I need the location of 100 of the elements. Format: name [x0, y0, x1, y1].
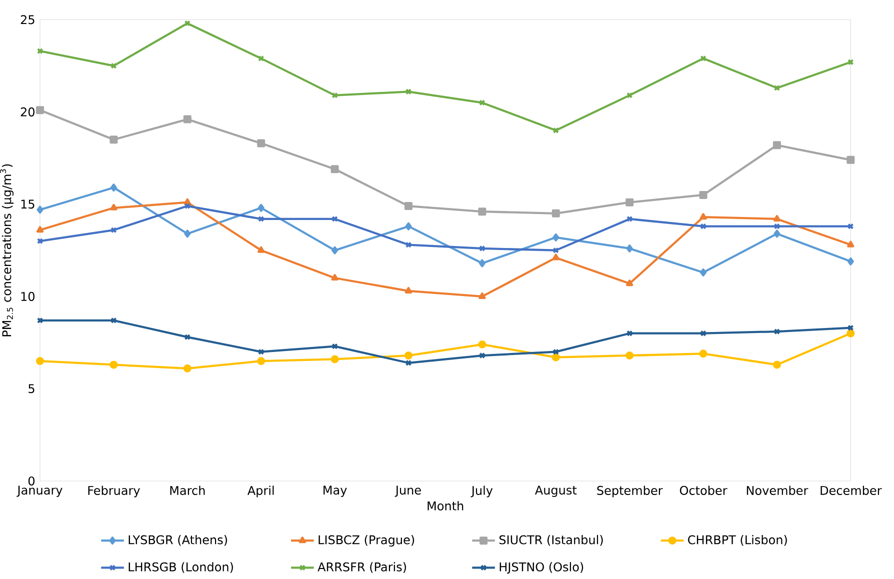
y-tick-label: 5 [28, 384, 34, 394]
point [183, 364, 192, 372]
point [479, 352, 486, 359]
point [258, 204, 264, 212]
point [552, 233, 560, 242]
point [110, 226, 117, 234]
point [847, 257, 854, 266]
point [405, 360, 412, 366]
point [773, 214, 781, 222]
point [847, 240, 854, 248]
point [774, 328, 780, 335]
y-tick-label: 0 [28, 476, 34, 486]
point [479, 245, 486, 252]
point [332, 92, 338, 98]
point [626, 198, 634, 206]
x-tick-label: December [820, 486, 882, 495]
point [36, 206, 44, 214]
x-tick-label: April [247, 486, 274, 498]
point [700, 330, 706, 337]
x-tick-label: September [597, 486, 663, 498]
point [110, 62, 117, 69]
point [36, 357, 44, 366]
point [331, 274, 338, 281]
point [330, 165, 339, 174]
point [36, 106, 44, 114]
point [478, 259, 486, 268]
point [183, 115, 192, 124]
x-tick-label: October [680, 486, 728, 495]
point [332, 343, 338, 350]
x-tick-label: February [88, 486, 140, 498]
point [774, 223, 780, 230]
x-tick-label: January [16, 486, 62, 497]
point [258, 216, 264, 222]
point [330, 355, 339, 364]
point [626, 330, 633, 337]
point [404, 202, 412, 210]
point [774, 230, 780, 238]
x-tick-label: November [746, 486, 808, 495]
x-tick-label: June [394, 486, 421, 497]
legend-label: HJSTNO (Oslo) [500, 562, 584, 574]
point [552, 254, 560, 260]
legend-label: LISBCZ (Prague) [318, 535, 414, 547]
point [552, 353, 560, 362]
point [257, 139, 266, 148]
y-tick-label: 10 [21, 292, 34, 301]
point [332, 246, 338, 254]
point [110, 360, 118, 369]
point [552, 209, 560, 218]
point [552, 127, 560, 134]
point [700, 55, 706, 62]
point [257, 357, 266, 366]
point [700, 213, 707, 220]
x-tick-label: August [534, 486, 577, 497]
legend-label: SIUCTR (Istanbul) [499, 535, 603, 546]
point [552, 247, 560, 254]
x-tick-label: May [324, 486, 347, 497]
point [258, 348, 264, 355]
point [184, 334, 191, 340]
point [699, 350, 708, 358]
point [110, 204, 118, 210]
point [846, 156, 855, 164]
point [626, 244, 633, 252]
legend-label: LYSBGR (Athens) [128, 535, 228, 546]
point [110, 136, 118, 144]
point [626, 92, 633, 98]
x-tick-label: March [170, 486, 205, 495]
y-axis-title: PM$_{2.5}$ concentrations (µg/m$^{3}$) [0, 164, 14, 336]
point [405, 222, 412, 230]
x-tick-label: July [470, 486, 493, 498]
point [110, 184, 117, 192]
legend-label: LHRSGB (London) [128, 562, 233, 573]
y-tick-label: 20 [20, 107, 34, 116]
point [258, 55, 264, 62]
point [772, 141, 781, 150]
point [332, 216, 338, 222]
point [184, 20, 191, 27]
point [257, 246, 265, 253]
point [478, 340, 486, 348]
point [700, 223, 706, 230]
legend-label: CHRBPT (Lisbon) [688, 535, 787, 546]
point [699, 190, 708, 199]
point [772, 360, 781, 369]
point [405, 88, 412, 95]
point [700, 268, 707, 276]
point [36, 226, 44, 233]
point [404, 286, 412, 294]
point [478, 292, 486, 299]
point [184, 202, 191, 210]
y-tick-label: 15 [21, 200, 34, 209]
point [626, 216, 633, 222]
point [110, 317, 117, 324]
point [184, 230, 191, 238]
point [626, 352, 634, 360]
legend-label: ARRSFR (Paris) [318, 562, 406, 573]
point [479, 100, 486, 106]
point [626, 280, 634, 286]
point [404, 352, 412, 360]
point [405, 242, 412, 248]
point [774, 84, 780, 92]
point [478, 208, 486, 216]
